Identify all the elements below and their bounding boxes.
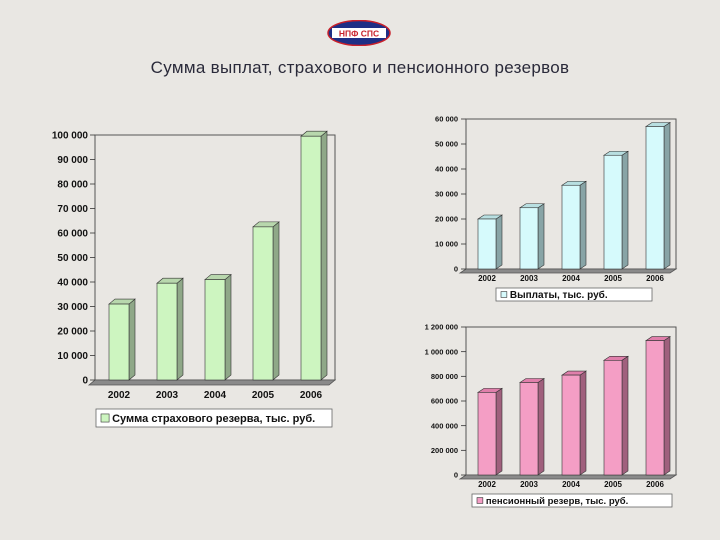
bar-side [495, 387, 503, 476]
x-tick-label: 2003 [520, 274, 538, 283]
x-tick-label: 2004 [562, 274, 580, 283]
y-tick-label: 40 000 [57, 278, 88, 289]
y-tick-label: 70 000 [57, 204, 88, 215]
plot-floor [458, 474, 678, 480]
bar [477, 387, 503, 476]
legend-box [495, 287, 653, 302]
x-tick-label: 2005 [604, 480, 622, 489]
y-tick-label: 80 000 [57, 180, 88, 191]
bar-front [108, 303, 130, 381]
bar-front [519, 382, 539, 476]
y-tick-label: 30 000 [57, 302, 88, 313]
bar-side [537, 377, 545, 476]
bar [561, 180, 587, 270]
bar-side [663, 336, 671, 476]
bar-front [561, 184, 581, 270]
legend-label: Сумма страхового резерва, тыс. руб. [112, 413, 315, 425]
bar-front [204, 279, 226, 381]
x-tick-label: 2005 [604, 274, 622, 283]
x-tick-label: 2006 [646, 480, 664, 489]
bar-front [477, 392, 497, 476]
y-tick-label: 0 [82, 376, 88, 387]
bar-side [621, 355, 629, 476]
y-tick-label: 50 000 [435, 140, 458, 149]
x-tick-label: 2002 [478, 480, 496, 489]
y-tick-label: 60 000 [57, 229, 88, 240]
bar-front [645, 126, 665, 270]
page-title: Сумма выплат, страхового и пенсионного р… [150, 58, 570, 77]
x-tick-label: 2003 [156, 390, 179, 401]
bar-front [300, 135, 322, 381]
x-tick-label: 2002 [108, 390, 131, 401]
x-tick-label: 2005 [252, 390, 275, 401]
legend-swatch [500, 291, 508, 298]
bar [204, 273, 232, 381]
bar [519, 377, 545, 476]
bar [519, 203, 545, 270]
bar-front [561, 374, 581, 476]
legend-swatch [476, 497, 484, 504]
bar [108, 298, 136, 381]
y-tick-label: 800 000 [431, 372, 458, 381]
x-tick-label: 2004 [562, 480, 580, 489]
y-tick-label: 1 000 000 [425, 347, 458, 356]
y-tick-label: 0 [454, 265, 458, 274]
legend-swatch [100, 413, 110, 423]
bar-front [603, 154, 623, 270]
y-tick-label: 1 200 000 [425, 323, 458, 332]
legend-label: пенсионный резерв, тыс. руб. [486, 496, 628, 507]
bar [645, 121, 671, 270]
bar-front [603, 359, 623, 476]
legend-label: Выплаты, тыс. руб. [510, 289, 608, 301]
y-tick-label: 50 000 [57, 253, 88, 264]
y-tick-label: 10 000 [435, 240, 458, 249]
y-tick-label: 0 [454, 471, 458, 480]
x-tick-label: 2004 [204, 390, 227, 401]
x-tick-label: 2006 [646, 274, 664, 283]
bar [603, 355, 629, 476]
bar-front [645, 340, 665, 476]
y-tick-label: 200 000 [431, 446, 458, 455]
y-tick-label: 10 000 [57, 351, 88, 362]
y-tick-label: 600 000 [431, 397, 458, 406]
y-tick-label: 60 000 [435, 115, 458, 124]
bar-front [519, 207, 539, 270]
y-tick-label: 20 000 [435, 215, 458, 224]
bar-front [477, 218, 497, 270]
bar-front [252, 226, 274, 381]
legend-box [95, 408, 333, 428]
bar [561, 370, 587, 476]
bar [300, 130, 328, 381]
y-tick-label: 30 000 [435, 190, 458, 199]
bar [156, 277, 184, 381]
y-tick-label: 20 000 [57, 327, 88, 338]
x-tick-label: 2002 [478, 274, 496, 283]
logo-text: НПФ СПС [339, 28, 379, 38]
x-tick-label: 2006 [300, 390, 323, 401]
y-tick-label: 100 000 [52, 131, 89, 142]
bar [477, 214, 503, 270]
legend-box [471, 493, 673, 508]
logo: НПФ СПС [327, 20, 391, 46]
bar [603, 150, 629, 270]
x-tick-label: 2003 [520, 480, 538, 489]
y-tick-label: 40 000 [435, 165, 458, 174]
bar [252, 221, 280, 381]
y-tick-label: 90 000 [57, 155, 88, 166]
bar-front [156, 282, 178, 381]
bar-side [579, 370, 587, 476]
bar [645, 336, 671, 476]
y-tick-label: 400 000 [431, 421, 458, 430]
